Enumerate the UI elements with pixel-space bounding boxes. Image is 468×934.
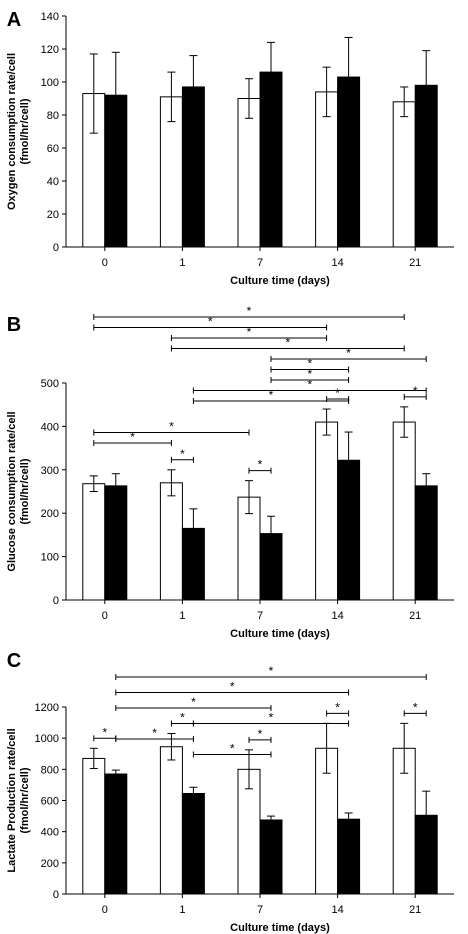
significance-star: * [169, 420, 174, 434]
significance-star: * [130, 430, 135, 444]
bar [82, 483, 106, 601]
panel-letter-2: C [7, 650, 21, 672]
x-tick-label: 21 [409, 904, 421, 916]
x-tick-label: 0 [102, 904, 108, 916]
x-tick-label: 7 [257, 257, 263, 269]
significance-star: * [307, 378, 312, 392]
x-tick-label: 14 [331, 904, 343, 916]
x-axis-title: Culture time (days) [230, 275, 330, 287]
significance-star: * [269, 388, 274, 402]
significance-star: * [247, 325, 252, 339]
y-axis-title: (fmol/hr/cell) [19, 767, 31, 833]
significance-star: * [247, 304, 252, 318]
y-tick-label: 200 [41, 858, 59, 870]
x-tick-label: 1 [179, 610, 185, 622]
bar [159, 482, 183, 601]
y-tick-label: 80 [47, 110, 59, 122]
bar [104, 773, 128, 895]
y-tick-label: 300 [41, 465, 59, 477]
y-tick-label: 100 [41, 552, 59, 564]
y-tick-label: 1200 [35, 702, 59, 714]
y-tick-label: 140 [41, 11, 59, 23]
significance-star: * [335, 386, 340, 400]
bar [259, 819, 283, 895]
significance-star: * [307, 367, 312, 381]
bar [337, 818, 361, 895]
y-axis-title: Glucose consumption rate/cell [6, 411, 18, 571]
x-tick-label: 1 [179, 904, 185, 916]
significance-star: * [346, 346, 351, 360]
bar [104, 485, 128, 601]
y-tick-label: 120 [41, 44, 59, 56]
y-tick-label: 400 [41, 421, 59, 433]
x-tick-label: 7 [257, 904, 263, 916]
bar [414, 485, 438, 601]
y-tick-label: 0 [53, 889, 59, 901]
significance-star: * [269, 664, 274, 678]
y-axis-title: Oxygen consumption rate/cell [6, 53, 18, 210]
y-tick-label: 500 [41, 378, 59, 390]
bar [315, 421, 339, 601]
significance-star: * [102, 725, 107, 739]
significance-star: * [180, 710, 185, 724]
bar [82, 757, 106, 895]
y-tick-label: 600 [41, 796, 59, 808]
x-tick-label: 1 [179, 257, 185, 269]
significance-star: * [258, 458, 263, 472]
significance-star: * [413, 384, 418, 398]
x-tick-label: 7 [257, 610, 263, 622]
significance-star: * [285, 336, 290, 350]
y-tick-label: 800 [41, 764, 59, 776]
y-axis-title: (fmol/hr/cell) [19, 98, 31, 164]
bar [181, 792, 205, 895]
x-tick-label: 0 [102, 257, 108, 269]
x-tick-label: 21 [409, 257, 421, 269]
y-tick-label: 0 [53, 595, 59, 607]
significance-star: * [180, 447, 185, 461]
significance-star: * [413, 700, 418, 714]
x-tick-label: 0 [102, 610, 108, 622]
x-tick-label: 14 [331, 610, 343, 622]
y-tick-label: 0 [53, 242, 59, 254]
x-axis-title: Culture time (days) [230, 922, 330, 934]
significance-star: * [152, 726, 157, 740]
significance-star: * [191, 695, 196, 709]
significance-star: * [258, 727, 263, 741]
y-tick-label: 200 [41, 508, 59, 520]
y-axis-title: (fmol/hr/cell) [19, 458, 31, 524]
x-tick-label: 21 [409, 610, 421, 622]
y-axis-title: Lactate Production rate/cell [6, 728, 18, 872]
panel-letter-1: B [7, 314, 21, 336]
significance-star: * [335, 700, 340, 714]
significance-star: * [230, 680, 235, 694]
x-tick-label: 14 [331, 257, 343, 269]
y-tick-label: 60 [47, 143, 59, 155]
significance-star: * [208, 315, 213, 329]
y-tick-label: 20 [47, 209, 59, 221]
panel-letter-0: A [7, 9, 21, 31]
significance-star: * [269, 711, 274, 725]
x-axis-title: Culture time (days) [230, 628, 330, 640]
significance-star: * [307, 357, 312, 371]
y-tick-label: 1000 [35, 733, 59, 745]
bar [392, 421, 416, 601]
y-tick-label: 40 [47, 176, 59, 188]
significance-star: * [230, 742, 235, 756]
y-tick-label: 400 [41, 827, 59, 839]
bar [237, 98, 261, 248]
y-tick-label: 100 [41, 77, 59, 89]
bar [392, 101, 416, 248]
bar [159, 746, 183, 895]
